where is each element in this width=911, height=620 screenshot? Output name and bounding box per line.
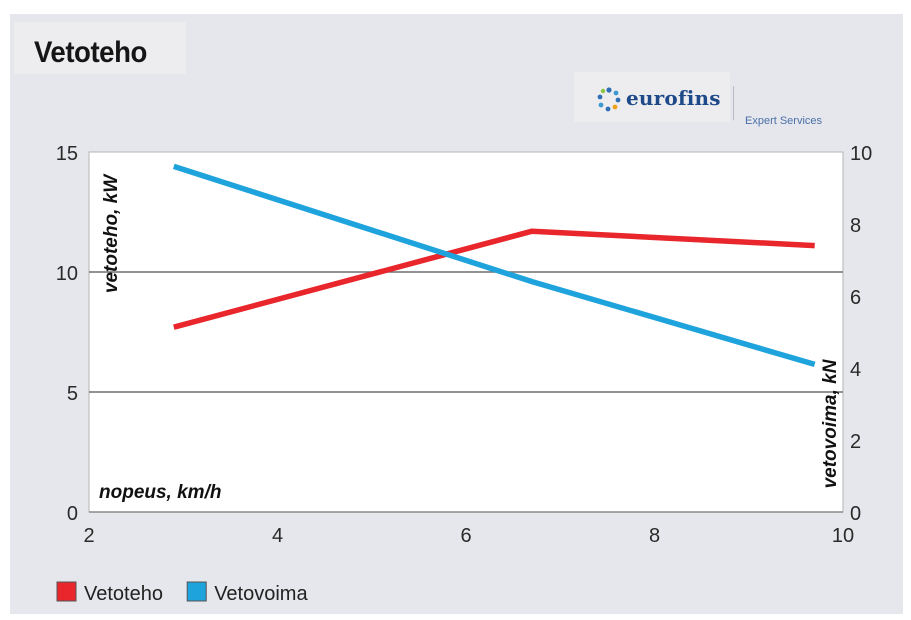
x-axis-title: nopeus, km/h (99, 482, 221, 503)
y-right-tick-label: 0 (850, 503, 861, 525)
y-left-axis-title: vetoteho, kW (101, 173, 122, 293)
plot-area (88, 151, 844, 513)
logo-wordmark: eurofins (626, 86, 721, 110)
title-tab (14, 22, 186, 74)
logo-tagline: Expert Services (745, 115, 823, 127)
legend-label-vetoteho: Vetoteho (84, 583, 163, 605)
x-tick-label: 6 (460, 525, 471, 547)
y-right-tick-label: 2 (850, 431, 861, 453)
y-right-tick-label: 4 (850, 359, 861, 381)
legend-swatch-vetoteho (56, 581, 77, 602)
legend-swatch-vetovoima (186, 581, 207, 602)
x-tick-label: 4 (272, 525, 283, 547)
x-tick-label: 8 (649, 525, 660, 547)
y-right-axis-title: vetovoima, kN (820, 358, 841, 488)
legend-label-vetovoima: Vetovoima (214, 583, 308, 605)
chart-title: Vetoteho (34, 36, 147, 69)
y-left-tick-label: 10 (56, 263, 78, 285)
logo-divider (733, 86, 734, 120)
eurofins-dots-icon (597, 87, 621, 112)
y-right-tick-label: 8 (850, 215, 861, 237)
y-left-tick-label: 0 (67, 503, 78, 525)
y-right-tick-label: 6 (850, 287, 861, 309)
x-tick-label: 10 (832, 525, 854, 547)
y-left-tick-label: 15 (56, 143, 78, 165)
x-tick-label: 2 (83, 525, 94, 547)
y-left-tick-label: 5 (67, 383, 78, 405)
y-right-tick-label: 10 (850, 143, 872, 165)
